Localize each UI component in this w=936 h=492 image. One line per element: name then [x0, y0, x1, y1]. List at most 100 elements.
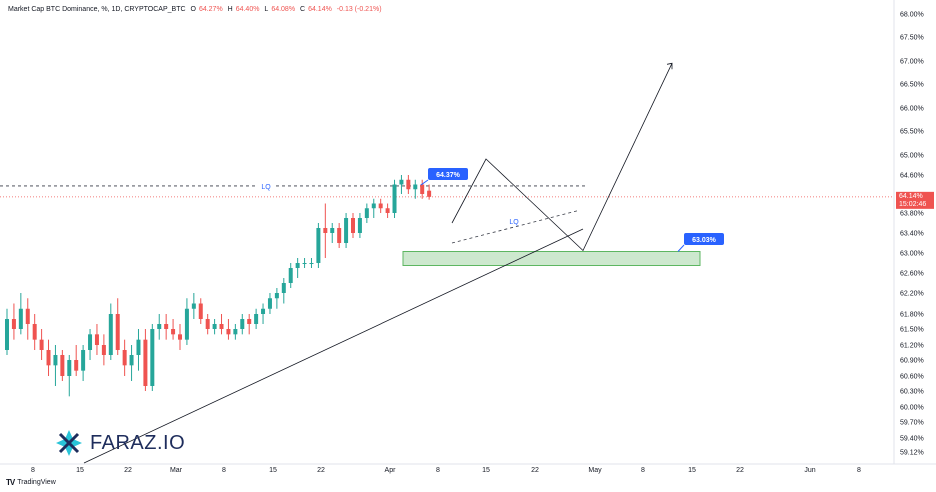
lq-badge-pointer [420, 179, 429, 186]
y-tick-label: 66.50% [900, 82, 924, 89]
change-value: -0.13 (-0.21%) [336, 6, 382, 13]
candle-body [53, 355, 58, 366]
zone-badge-text: 63.03% [692, 237, 717, 244]
candle-body [371, 203, 376, 209]
price-label-value: 64.14% [899, 193, 923, 200]
x-tick-label: 8 [222, 467, 226, 474]
candle-body [281, 283, 286, 293]
candle-body [378, 203, 383, 209]
y-tick-label: 60.90% [900, 358, 924, 365]
candles-layer [5, 175, 432, 397]
candle-body [309, 263, 314, 264]
candle-body [316, 228, 321, 263]
candle-body [198, 303, 203, 319]
candle-body [261, 308, 266, 314]
candle-body [254, 314, 259, 324]
candle-body [288, 268, 293, 283]
high-value: 64.40% [235, 6, 260, 13]
candle-body [351, 218, 355, 233]
candle-body [5, 319, 9, 350]
x-tick-label: 8 [641, 467, 645, 474]
candle-body [364, 208, 369, 218]
y-tick-label: 63.80% [900, 211, 924, 218]
y-tick-label: 59.70% [900, 420, 924, 427]
footer-brand: TradingView [17, 479, 56, 486]
demand-zone [402, 251, 701, 266]
faraz-logo-icon [56, 430, 82, 456]
y-tick-label: 62.20% [900, 291, 924, 298]
candle-body [60, 355, 65, 376]
candle-body [233, 329, 238, 335]
candle-body [74, 360, 79, 371]
lq-badge-text: 64.37% [436, 172, 461, 179]
candle-body [413, 184, 418, 190]
y-tick-label: 63.40% [900, 231, 924, 238]
candle-body [392, 184, 397, 213]
candle-body [143, 339, 148, 386]
x-tick-label: 22 [124, 467, 132, 474]
candle-body [115, 314, 120, 350]
faraz-text: FARAZ.IO [90, 431, 186, 454]
x-tick-label: 15 [76, 467, 84, 474]
candle-body [108, 314, 113, 355]
projection-path [451, 63, 673, 252]
candle-body [18, 308, 23, 329]
close-label: C [300, 6, 306, 13]
x-axis-ticks: 8 15 22 Mar 8 15 22 Apr 8 15 22 May 8 15 22 Jun 8 [31, 467, 861, 474]
candle-body [427, 190, 432, 197]
x-tick-label: May [588, 467, 602, 474]
x-tick-label: 15 [482, 467, 490, 474]
tradingview-logo-icon: TV [6, 478, 15, 487]
y-tick-label: 68.00% [900, 12, 924, 19]
x-tick-label: 8 [436, 467, 440, 474]
y-tick-label: 59.40% [900, 436, 924, 443]
x-tick-label: Apr [385, 467, 397, 474]
candle-body [157, 324, 162, 329]
candle-body [94, 334, 99, 345]
candle-body [122, 350, 127, 366]
x-tick-label: 8 [857, 467, 861, 474]
x-tick-label: 22 [317, 467, 325, 474]
candle-body [274, 293, 279, 299]
candle-body [337, 228, 342, 243]
y-tick-label: 59.12% [900, 450, 924, 457]
y-tick-label: 60.30% [900, 389, 924, 396]
candle-body [81, 350, 86, 371]
y-tick-label: 60.60% [900, 374, 924, 381]
y-tick-label: 66.00% [900, 106, 924, 113]
footer[interactable]: TV TradingView [6, 478, 56, 487]
candle-body [302, 263, 307, 264]
candle-body [150, 329, 155, 386]
y-tick-label: 61.50% [900, 327, 924, 334]
candle-body [191, 303, 196, 309]
candle-body [385, 208, 390, 213]
candle-body [226, 329, 231, 335]
open-value: 64.27% [198, 6, 223, 13]
demand-zone-layer [402, 251, 701, 266]
y-tick-label: 61.20% [900, 343, 924, 350]
open-label: O [190, 6, 196, 13]
candle-body [219, 324, 224, 329]
projection-arrowhead [666, 62, 673, 70]
x-tick-label: Jun [804, 467, 815, 474]
candle-body [164, 324, 169, 329]
candle-body [129, 355, 134, 366]
lq-lower-line [451, 210, 579, 244]
zone-badge-pointer [677, 244, 685, 252]
drawings-layer [0, 62, 894, 464]
candle-body [420, 184, 425, 194]
zone-badge-bg [684, 233, 724, 245]
y-tick-label: 61.80% [900, 312, 924, 319]
candle-body [406, 179, 411, 190]
candle-body [295, 263, 300, 268]
candle-body [344, 218, 349, 243]
trendline [83, 228, 584, 464]
x-tick-label: Mar [170, 467, 183, 474]
candle-body [330, 228, 335, 233]
chart-header: Market Cap BTC Dominance, %, 1D, CRYPTOC… [8, 6, 385, 13]
lq-upper-label: LQ [261, 184, 271, 191]
candle-body [205, 319, 210, 329]
candle-body [11, 319, 16, 329]
candle-body [212, 324, 217, 329]
